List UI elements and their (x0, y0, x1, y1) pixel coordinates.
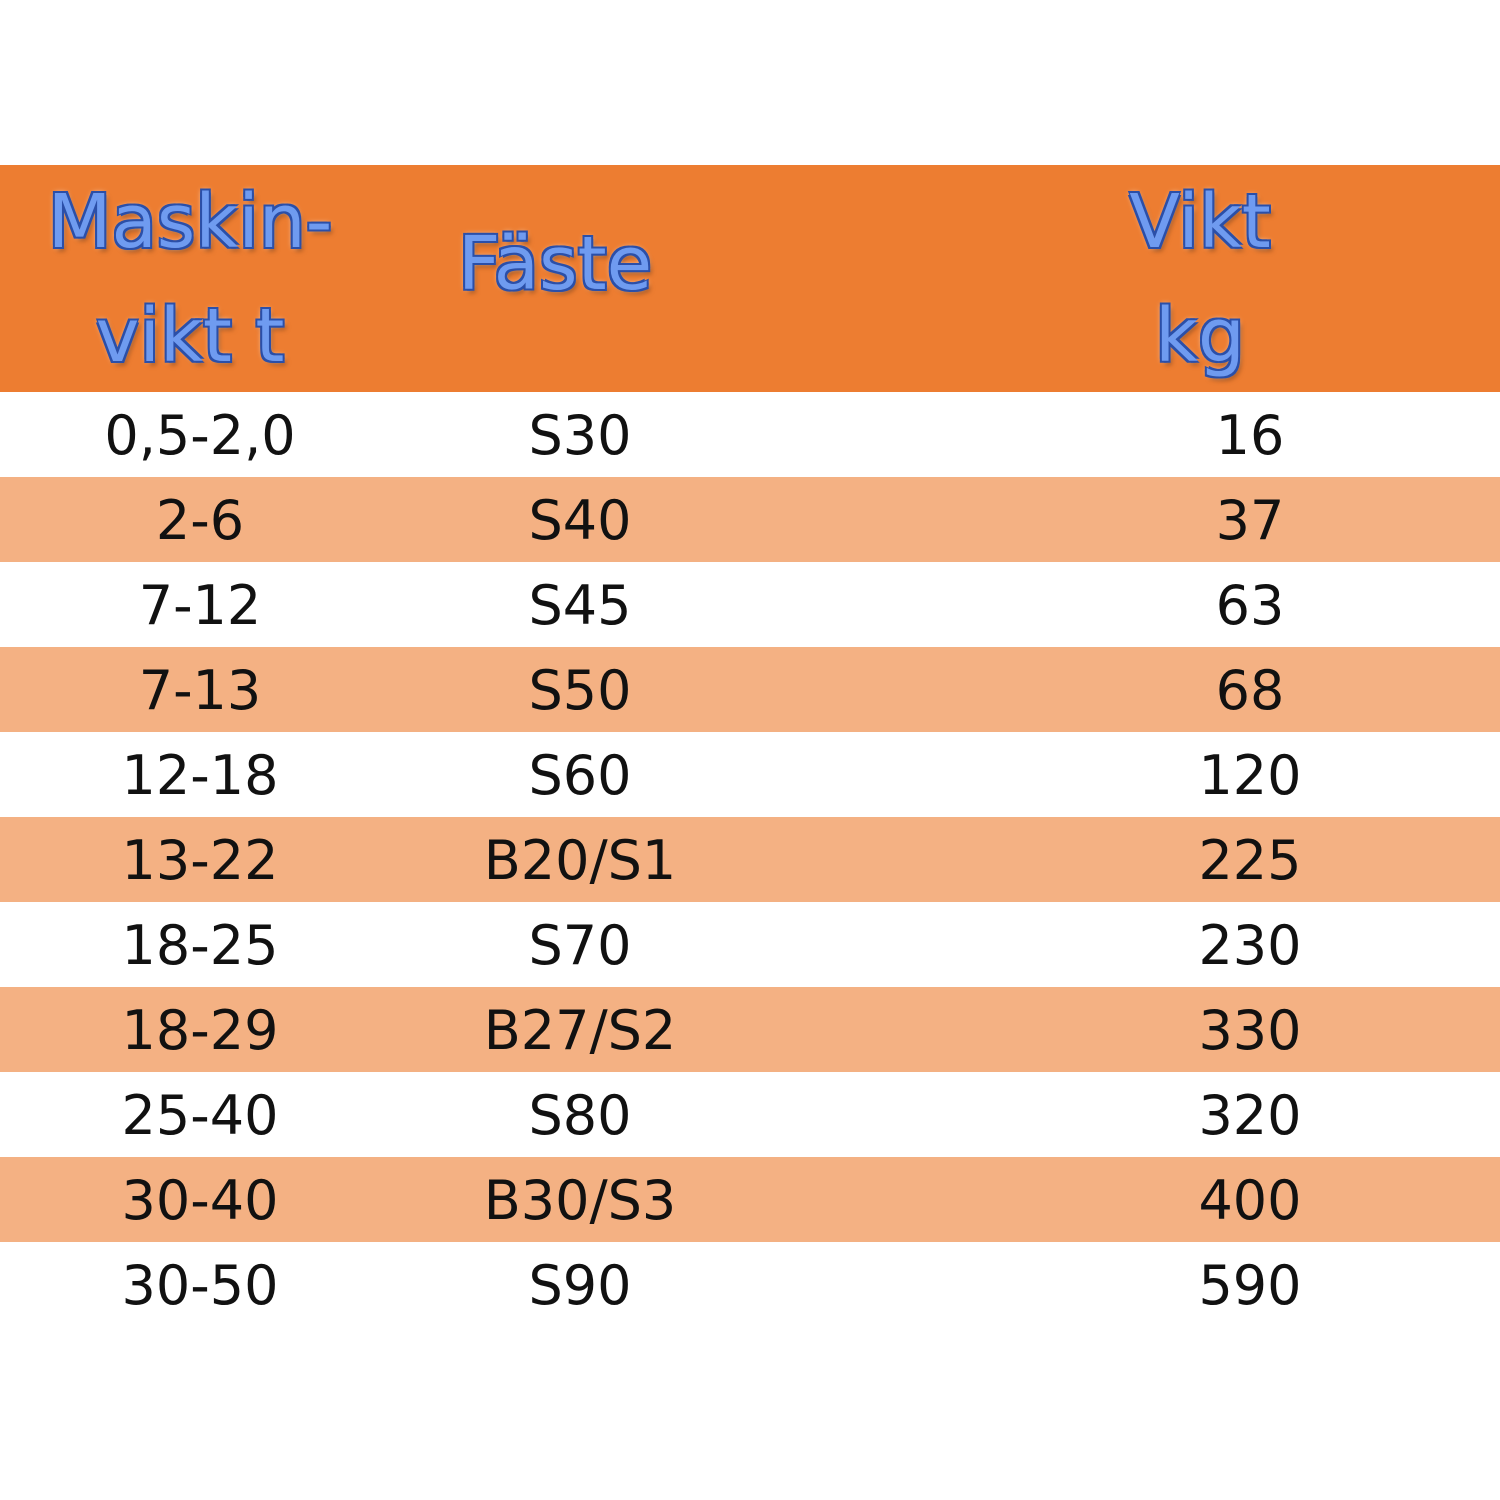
cell-machine-weight: 25-40 (121, 1084, 279, 1147)
table-row: 2-6 S40 37 (0, 477, 1500, 562)
table-row: 18-29 B27/S2 330 (0, 987, 1500, 1072)
cell-attachment: S90 (528, 1254, 632, 1317)
cell-weight: 225 (1198, 829, 1302, 892)
table-header: Maskin- vikt t Fäste Vikt kg (0, 165, 1500, 392)
table-row: 30-40 B30/S3 400 (0, 1157, 1500, 1242)
table-row: 13-22 B20/S1 225 (0, 817, 1500, 902)
table-row: 7-13 S50 68 (0, 647, 1500, 732)
cell-weight: 230 (1198, 914, 1302, 977)
cell-machine-weight: 7-13 (138, 659, 262, 722)
cell-weight: 68 (1215, 659, 1285, 722)
cell-weight: 37 (1215, 489, 1285, 552)
cell-weight: 63 (1215, 574, 1285, 637)
cell-machine-weight: 7-12 (138, 574, 262, 637)
header-attachment: Fäste (400, 207, 710, 321)
cell-weight: 400 (1198, 1169, 1302, 1232)
cell-attachment: S40 (528, 489, 632, 552)
header-machine-weight-line1: Maskin- (47, 179, 333, 265)
cell-attachment: B20/S1 (483, 829, 677, 892)
cell-weight: 320 (1198, 1084, 1302, 1147)
table-row: 12-18 S60 120 (0, 732, 1500, 817)
cell-weight: 330 (1198, 999, 1302, 1062)
cell-attachment: S80 (528, 1084, 632, 1147)
cell-weight: 16 (1215, 404, 1285, 467)
table-row: 18-25 S70 230 (0, 902, 1500, 987)
cell-machine-weight: 18-29 (121, 999, 279, 1062)
table-row: 0,5-2,0 S30 16 (0, 392, 1500, 477)
cell-weight: 590 (1198, 1254, 1302, 1317)
header-machine-weight-line2: vikt t (95, 293, 285, 379)
cell-machine-weight: 30-40 (121, 1169, 279, 1232)
table-row: 30-50 S90 590 (0, 1242, 1500, 1327)
cell-attachment: S45 (528, 574, 632, 637)
cell-attachment: B30/S3 (483, 1169, 677, 1232)
cell-machine-weight: 13-22 (121, 829, 279, 892)
cell-machine-weight: 2-6 (155, 489, 245, 552)
cell-weight: 120 (1198, 744, 1302, 807)
spec-table: Maskin- vikt t Fäste Vikt kg 0,5-2,0 S30… (0, 165, 1500, 1327)
table-body: 0,5-2,0 S30 16 2-6 S40 37 7-12 S45 63 7-… (0, 392, 1500, 1327)
cell-attachment: S60 (528, 744, 632, 807)
cell-machine-weight: 18-25 (121, 914, 279, 977)
cell-attachment: B27/S2 (483, 999, 677, 1062)
table-row: 25-40 S80 320 (0, 1072, 1500, 1157)
header-attachment-label: Fäste (457, 221, 653, 307)
cell-machine-weight: 12-18 (121, 744, 279, 807)
cell-attachment: S50 (528, 659, 632, 722)
header-weight-line1: Vikt (1129, 179, 1271, 265)
table-row: 7-12 S45 63 (0, 562, 1500, 647)
cell-attachment: S30 (528, 404, 632, 467)
cell-machine-weight: 30-50 (121, 1254, 279, 1317)
header-machine-weight: Maskin- vikt t (0, 165, 380, 393)
cell-machine-weight: 0,5-2,0 (104, 404, 296, 467)
header-weight-line2: kg (1155, 293, 1245, 379)
cell-attachment: S70 (528, 914, 632, 977)
header-weight: Vikt kg (1050, 165, 1350, 393)
